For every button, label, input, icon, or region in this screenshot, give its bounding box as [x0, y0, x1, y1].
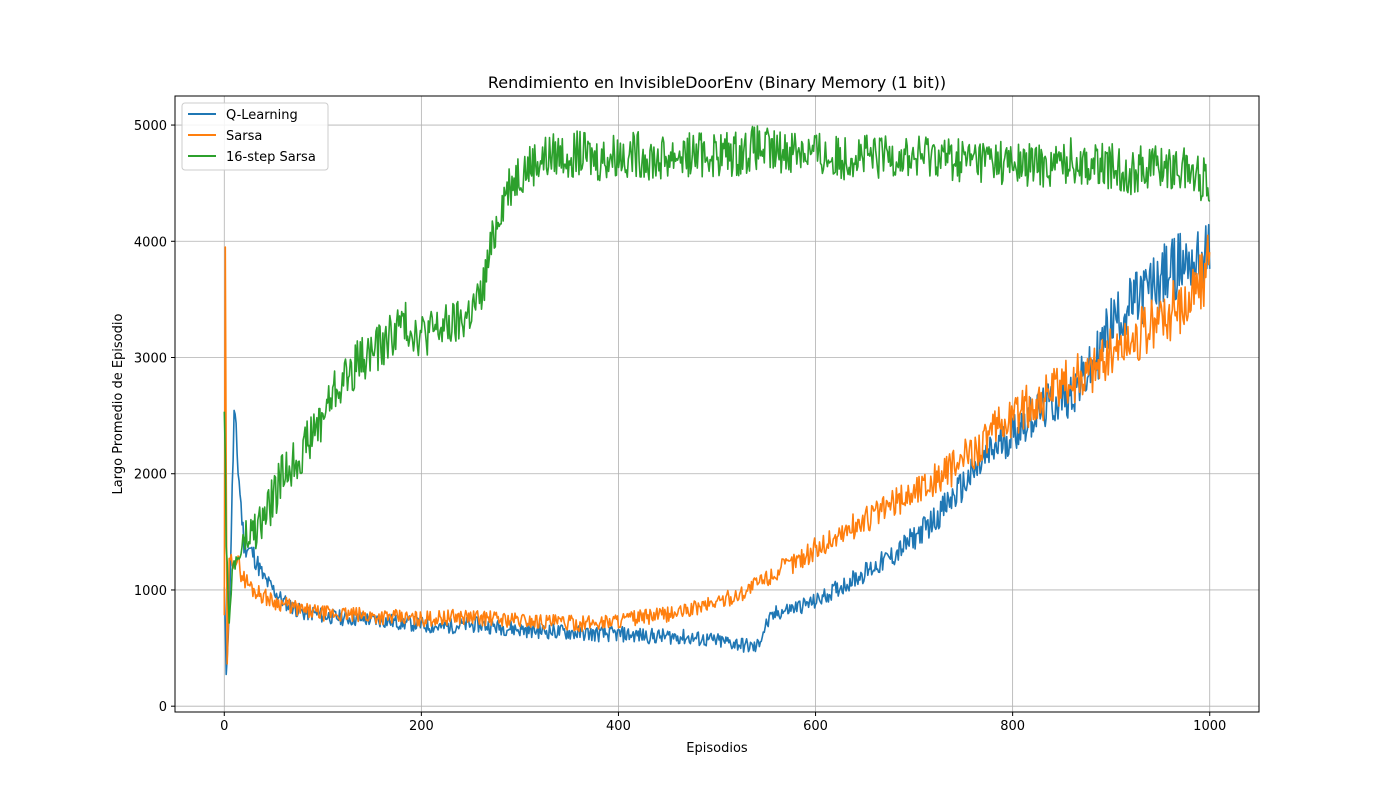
- series-line-1: [223, 223, 1211, 676]
- y-tick-label: 4000: [134, 235, 167, 250]
- y-axis-ticks: 0 1000 2000 3000 4000 5000: [134, 119, 175, 715]
- chart-title: Rendimiento en InvisibleDoorEnv (Binary …: [488, 73, 946, 92]
- y-tick-label: 5000: [134, 119, 167, 134]
- series-lines: [223, 125, 1211, 676]
- legend-box: [181, 102, 329, 171]
- y-tick-label: 1000: [134, 584, 167, 599]
- y-tick-label: 0: [159, 700, 167, 715]
- x-axis-ticks: 0 200 400 600 800 1000: [220, 712, 1226, 734]
- x-tick-label: 200: [409, 719, 434, 734]
- series-line-2: [223, 234, 1211, 665]
- legend-entry: Q-Learning: [226, 108, 298, 123]
- series-line-3: [223, 125, 1211, 624]
- x-tick-label: 400: [606, 719, 631, 734]
- x-tick-label: 800: [1000, 719, 1025, 734]
- x-tick-label: 0: [220, 719, 228, 734]
- y-tick-label: 2000: [134, 468, 167, 483]
- x-tick-label: 600: [803, 719, 828, 734]
- legend: Q-Learning Sarsa 16-step Sarsa: [181, 102, 329, 171]
- y-tick-label: 3000: [134, 352, 167, 367]
- plot-area-frame: [174, 95, 1260, 713]
- legend-entry: 16-step Sarsa: [226, 150, 316, 165]
- legend-entry: Sarsa: [226, 129, 262, 144]
- x-axis-label: Episodios: [686, 741, 748, 756]
- x-tick-label: 1000: [1193, 719, 1226, 734]
- y-axis-label: Largo Promedio de Episodio: [111, 314, 126, 495]
